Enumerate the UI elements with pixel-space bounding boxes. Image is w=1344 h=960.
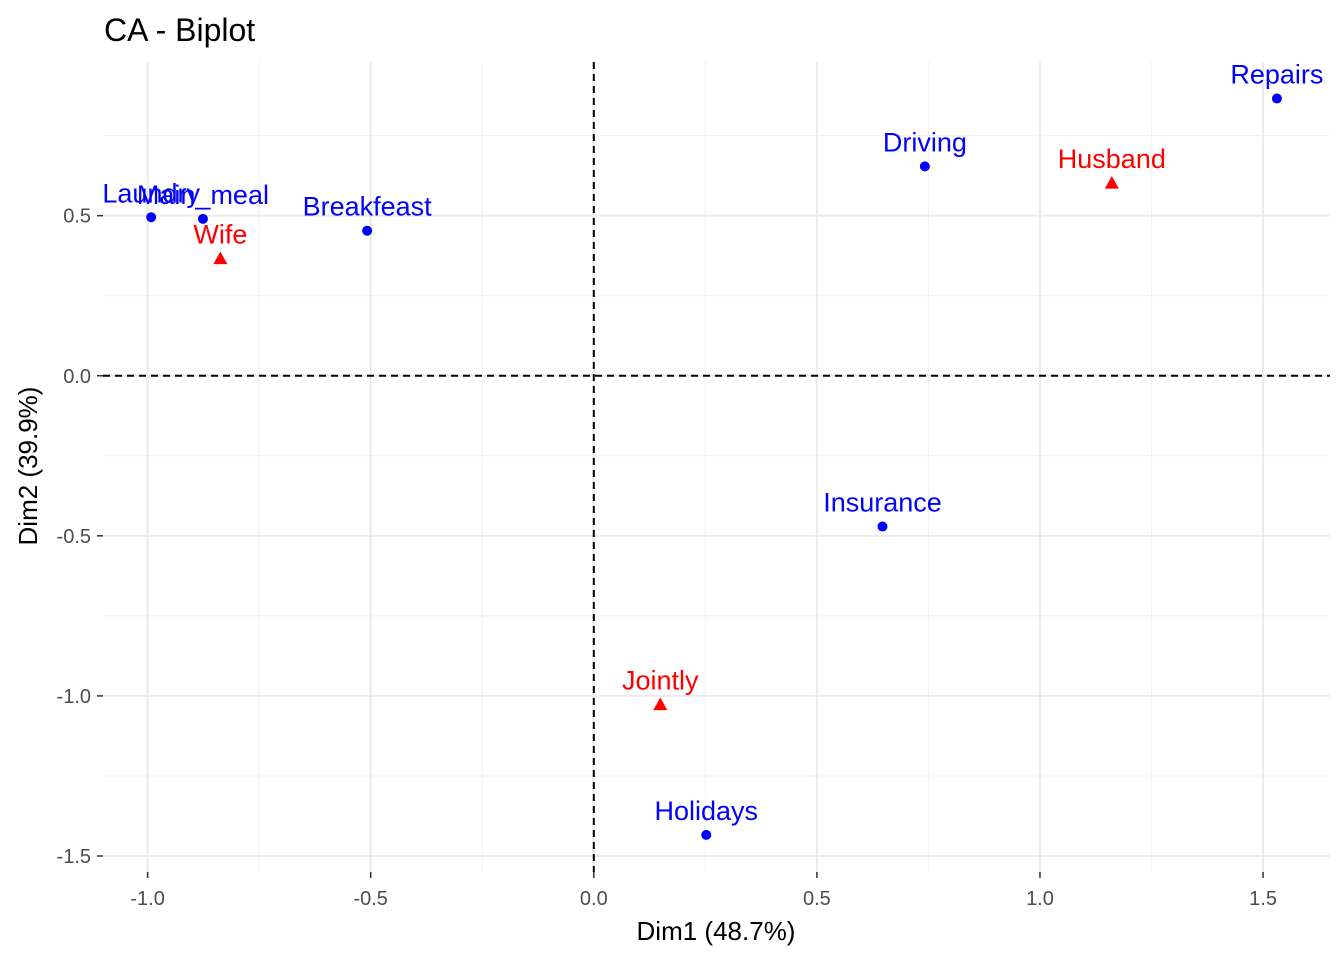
x-tick-label: 0.0 xyxy=(580,888,608,910)
x-tick-label: 1.0 xyxy=(1026,888,1054,910)
point-laundry xyxy=(146,212,157,223)
label-holidays: Holidays xyxy=(654,796,758,826)
y-axis-title: Dim2 (39.9%) xyxy=(13,387,43,546)
y-tick-label: -0.5 xyxy=(57,526,91,548)
reference-lines xyxy=(103,62,1330,872)
x-tick-label: -1.0 xyxy=(130,888,164,910)
x-tick-label: -0.5 xyxy=(353,888,387,910)
label-driving: Driving xyxy=(883,127,967,157)
x-tick-label: 1.5 xyxy=(1249,888,1277,910)
label-wife: Wife xyxy=(193,220,247,250)
point-repairs xyxy=(1271,93,1282,104)
point-breakfeast xyxy=(362,225,373,236)
point-jointly xyxy=(653,697,668,711)
chart-title: CA - Biplot xyxy=(104,12,255,48)
x-tick-label: 0.5 xyxy=(803,888,831,910)
grid-lines xyxy=(103,62,1330,872)
x-axis-title: Dim1 (48.7%) xyxy=(637,916,796,946)
label-main-meal: Main_meal xyxy=(137,180,269,210)
label-repairs: Repairs xyxy=(1230,59,1323,89)
label-insurance: Insurance xyxy=(823,488,942,518)
point-driving xyxy=(919,161,930,172)
point-wife xyxy=(213,251,228,265)
point-holidays xyxy=(701,829,712,840)
label-husband: Husband xyxy=(1058,144,1166,174)
point-insurance xyxy=(877,521,888,532)
y-tick-label: 0.5 xyxy=(63,206,91,228)
point-husband xyxy=(1104,176,1119,189)
axis-ticks: -1.0 -0.5 0.0 0.5 1.0 1.5 -1.5 -1.0 -0.5 0.0 0.5 xyxy=(57,206,1277,910)
label-jointly: Jointly xyxy=(622,666,699,696)
y-tick-label: -1.0 xyxy=(57,686,91,708)
label-breakfeast: Breakfeast xyxy=(303,192,433,222)
y-tick-label: -1.5 xyxy=(57,846,91,868)
point-main-meal xyxy=(197,213,208,224)
y-tick-label: 0.0 xyxy=(63,366,91,388)
label-laundry: Laundry xyxy=(102,178,200,208)
